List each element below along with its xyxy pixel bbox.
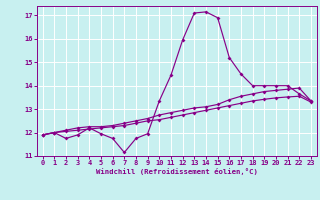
X-axis label: Windchill (Refroidissement éolien,°C): Windchill (Refroidissement éolien,°C) [96, 168, 258, 175]
